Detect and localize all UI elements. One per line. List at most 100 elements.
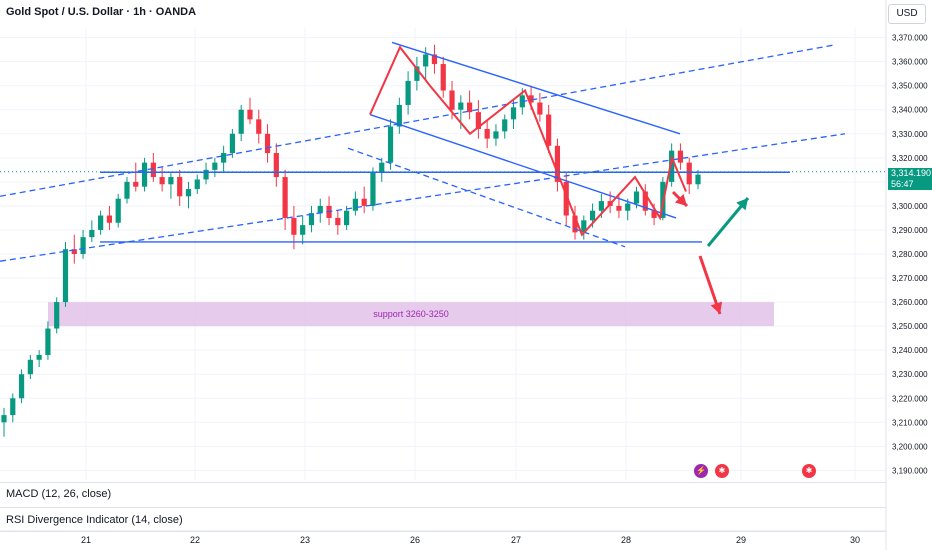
candle-body — [677, 150, 684, 163]
candle-body — [633, 191, 640, 204]
candle-body — [616, 205, 622, 211]
candle-body — [203, 169, 209, 180]
candle-body — [475, 112, 481, 129]
chart-title: Gold Spot / U.S. Dollar · 1h · OANDA — [6, 6, 197, 18]
candle-body — [458, 102, 464, 110]
candle-body — [98, 215, 104, 230]
y-tick-label: 3,370.000 — [892, 34, 928, 43]
candle-body — [528, 95, 534, 103]
candle-body — [431, 54, 438, 65]
candle-body — [71, 249, 77, 254]
candle-body — [291, 217, 297, 235]
candle-body — [168, 177, 174, 185]
macd-label[interactable]: MACD (12, 26, close) — [6, 488, 112, 500]
candle-body — [273, 153, 279, 178]
rsi-label[interactable]: RSI Divergence Indicator (14, close) — [6, 514, 183, 526]
candle-body — [387, 126, 394, 163]
dashed-trend-lower — [0, 133, 846, 262]
candle-body — [361, 198, 367, 206]
y-tick-label: 3,260.000 — [892, 298, 928, 307]
channel-upper-line — [391, 41, 681, 135]
price-axis[interactable]: 3,370.000 3,360.000 3,350.000 3,340.000 3,33… — [885, 0, 932, 550]
candle-body — [1, 415, 7, 423]
us-flag-icon[interactable]: ✱ — [715, 464, 729, 478]
candle-body — [335, 217, 341, 226]
candle-body — [256, 119, 262, 134]
dashed-channel-base — [347, 147, 626, 248]
pane-separator[interactable] — [0, 482, 886, 483]
trend-drawings — [0, 41, 886, 315]
candle-body — [10, 398, 16, 416]
candle-body — [54, 302, 60, 329]
candle-body — [589, 210, 596, 221]
candle-body — [405, 80, 411, 105]
candle-body — [598, 201, 604, 211]
candle-body — [352, 198, 358, 211]
candle-body — [133, 181, 139, 187]
y-tick-label: 3,190.000 — [892, 466, 928, 475]
dashed-trend-upper — [0, 44, 836, 197]
lightning-icon[interactable]: ⚡ — [694, 464, 708, 478]
bar-countdown: 56:47 — [891, 179, 914, 189]
y-tick-label: 3,250.000 — [892, 322, 928, 331]
last-price-tag: 3,314.190 56:47 — [888, 168, 932, 190]
down-arrow — [698, 255, 723, 315]
candle-body — [45, 328, 51, 355]
support-zone-label: support 3260-3250 — [373, 309, 449, 319]
candle-body — [247, 109, 253, 120]
candle-body — [423, 54, 429, 67]
candle-body — [344, 210, 350, 226]
time-axis[interactable]: 21 22 23 26 27 28 29 30 — [0, 530, 886, 545]
y-tick-label: 3,290.000 — [892, 226, 928, 235]
candle-body — [510, 107, 517, 120]
candle-body — [572, 215, 578, 233]
x-tick-label: 30 — [850, 535, 860, 545]
y-tick-label: 3,340.000 — [892, 106, 928, 115]
candle-body — [502, 119, 508, 132]
y-tick-label: 3,360.000 — [892, 58, 928, 67]
arrow-head — [674, 193, 687, 206]
candle-body — [159, 177, 165, 185]
currency-button[interactable]: USD — [888, 4, 926, 24]
candle-body — [150, 162, 156, 178]
candle-body — [440, 64, 446, 91]
small-down-arrow — [671, 190, 689, 208]
candle-body — [449, 90, 455, 110]
support-zone: support 3260-3250 — [48, 302, 774, 327]
candle-body — [62, 249, 69, 303]
candle-body — [581, 220, 587, 233]
candle-body — [300, 225, 306, 235]
x-tick-label: 21 — [81, 535, 91, 545]
x-tick-label: 22 — [190, 535, 200, 545]
candle-body — [177, 177, 183, 197]
candle-body — [141, 162, 148, 187]
y-tick-label: 3,230.000 — [892, 370, 928, 379]
arrow-head — [710, 301, 723, 314]
candle-body — [686, 162, 692, 185]
candle-body — [317, 205, 323, 214]
x-tick-label: 23 — [300, 535, 310, 545]
pane-separator[interactable] — [0, 531, 886, 532]
y-tick-label: 3,350.000 — [892, 82, 928, 91]
candle-body — [484, 128, 490, 139]
x-tick-label: 29 — [736, 535, 746, 545]
x-tick-label: 26 — [410, 535, 420, 545]
last-price-value: 3,314.190 — [891, 168, 932, 178]
candle-body — [185, 189, 192, 197]
y-tick-label: 3,220.000 — [892, 394, 928, 403]
y-tick-label: 3,320.000 — [892, 154, 928, 163]
candle-body — [642, 191, 648, 211]
candle-body — [379, 162, 385, 173]
y-tick-label: 3,240.000 — [892, 346, 928, 355]
candle-body — [493, 131, 499, 139]
zigzag-pattern — [369, 45, 687, 237]
y-tick-label: 3,210.000 — [892, 418, 928, 427]
y-tick-label: 3,300.000 — [892, 202, 928, 211]
candle-body — [695, 174, 701, 185]
candle-body — [308, 213, 315, 226]
us-flag-icon[interactable]: ✱ — [802, 464, 816, 478]
candle-body — [264, 133, 271, 154]
pane-separator[interactable] — [0, 507, 886, 508]
candle-body — [651, 210, 657, 218]
